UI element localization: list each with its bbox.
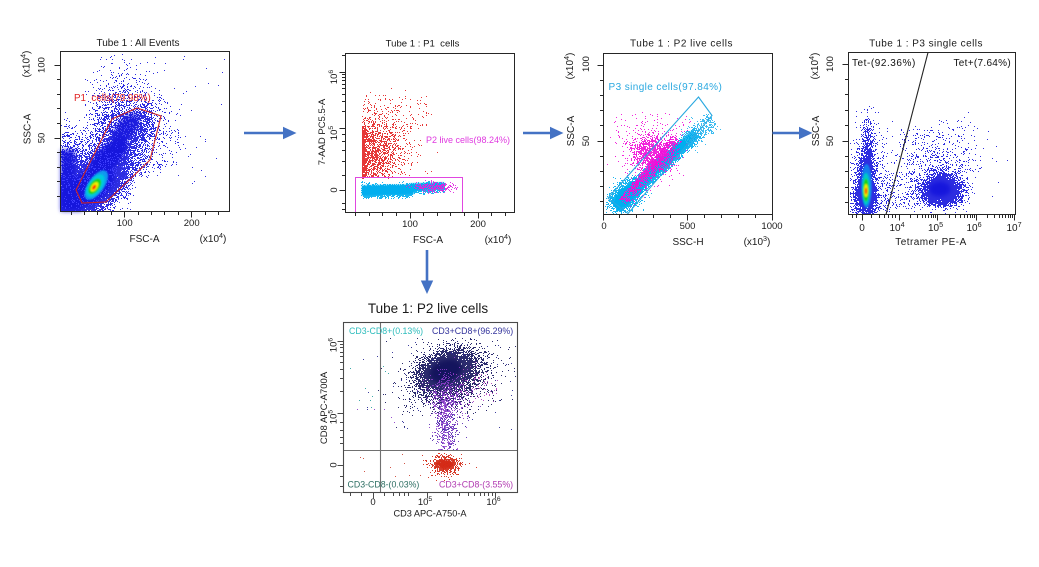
svg-text:SSC-A: SSC-A xyxy=(23,113,34,144)
svg-text:Tetramer PE-A: Tetramer PE-A xyxy=(895,237,966,248)
svg-text:(x104): (x104) xyxy=(19,51,33,78)
svg-text:1000: 1000 xyxy=(761,221,782,232)
svg-text:Tube 1 : All Events: Tube 1 : All Events xyxy=(96,38,179,49)
svg-text:106: 106 xyxy=(486,496,501,508)
svg-text:P1 cells(79.98%): P1 cells(79.98%) xyxy=(74,93,151,104)
svg-text:Tube 1: P2 live cells: Tube 1: P2 live cells xyxy=(368,301,489,316)
svg-text:(x103): (x103) xyxy=(744,234,771,248)
svg-text:0: 0 xyxy=(601,221,606,232)
svg-text:SSC-H: SSC-H xyxy=(672,237,703,248)
svg-text:0: 0 xyxy=(370,497,375,508)
svg-text:(x104): (x104) xyxy=(807,53,821,80)
svg-text:Tube 1 : P3 single cells: Tube 1 : P3 single cells xyxy=(869,39,983,50)
svg-text:Tube 1 : P2 live cells: Tube 1 : P2 live cells xyxy=(630,39,733,50)
svg-text:100: 100 xyxy=(402,219,418,230)
svg-text:P2 live cells(98.24%): P2 live cells(98.24%) xyxy=(426,135,510,145)
svg-text:50: 50 xyxy=(825,136,836,147)
svg-text:105: 105 xyxy=(328,410,340,425)
svg-text:Tube 1 : P1 cells: Tube 1 : P1 cells xyxy=(386,39,460,50)
svg-text:(x104): (x104) xyxy=(485,232,512,246)
svg-text:200: 200 xyxy=(184,218,200,229)
svg-text:100: 100 xyxy=(581,56,592,72)
svg-text:(x104): (x104) xyxy=(200,231,227,245)
svg-text:0: 0 xyxy=(329,187,340,192)
svg-text:SSC-A: SSC-A xyxy=(566,115,577,146)
svg-text:50: 50 xyxy=(581,136,592,147)
svg-text:100: 100 xyxy=(825,56,836,72)
svg-text:105: 105 xyxy=(328,126,340,141)
svg-text:Tet+(7.64%): Tet+(7.64%) xyxy=(954,58,1012,69)
svg-text:CD8 APC-A700A: CD8 APC-A700A xyxy=(319,371,330,444)
svg-text:P3 single cells(97.84%): P3 single cells(97.84%) xyxy=(609,82,723,93)
svg-text:0: 0 xyxy=(329,462,340,467)
svg-text:FSC-A: FSC-A xyxy=(130,234,160,245)
svg-text:(x104): (x104) xyxy=(562,53,576,80)
svg-text:CD3 APC-A750-A: CD3 APC-A750-A xyxy=(393,509,467,519)
svg-text:100: 100 xyxy=(37,57,48,73)
svg-text:CD3+CD8-(3.55%): CD3+CD8-(3.55%) xyxy=(439,480,513,490)
svg-text:200: 200 xyxy=(470,219,486,230)
svg-text:105: 105 xyxy=(418,496,433,508)
svg-text:FSC-A: FSC-A xyxy=(413,235,443,246)
svg-text:CD3-CD8+(0.13%): CD3-CD8+(0.13%) xyxy=(349,326,423,336)
svg-text:SSC-A: SSC-A xyxy=(811,115,822,146)
svg-text:100: 100 xyxy=(117,218,133,229)
svg-text:500: 500 xyxy=(680,221,696,232)
svg-text:7-AAD PC5.5-A: 7-AAD PC5.5-A xyxy=(317,98,328,165)
svg-text:Tet-(92.36%): Tet-(92.36%) xyxy=(852,58,916,69)
svg-text:CD3+CD8+(96.29%): CD3+CD8+(96.29%) xyxy=(432,326,513,336)
svg-text:0: 0 xyxy=(859,223,865,234)
svg-text:CD3-CD8-(0.03%): CD3-CD8-(0.03%) xyxy=(348,480,420,490)
svg-text:50: 50 xyxy=(37,133,48,144)
svg-text:106: 106 xyxy=(328,70,340,85)
svg-text:106: 106 xyxy=(328,338,340,353)
